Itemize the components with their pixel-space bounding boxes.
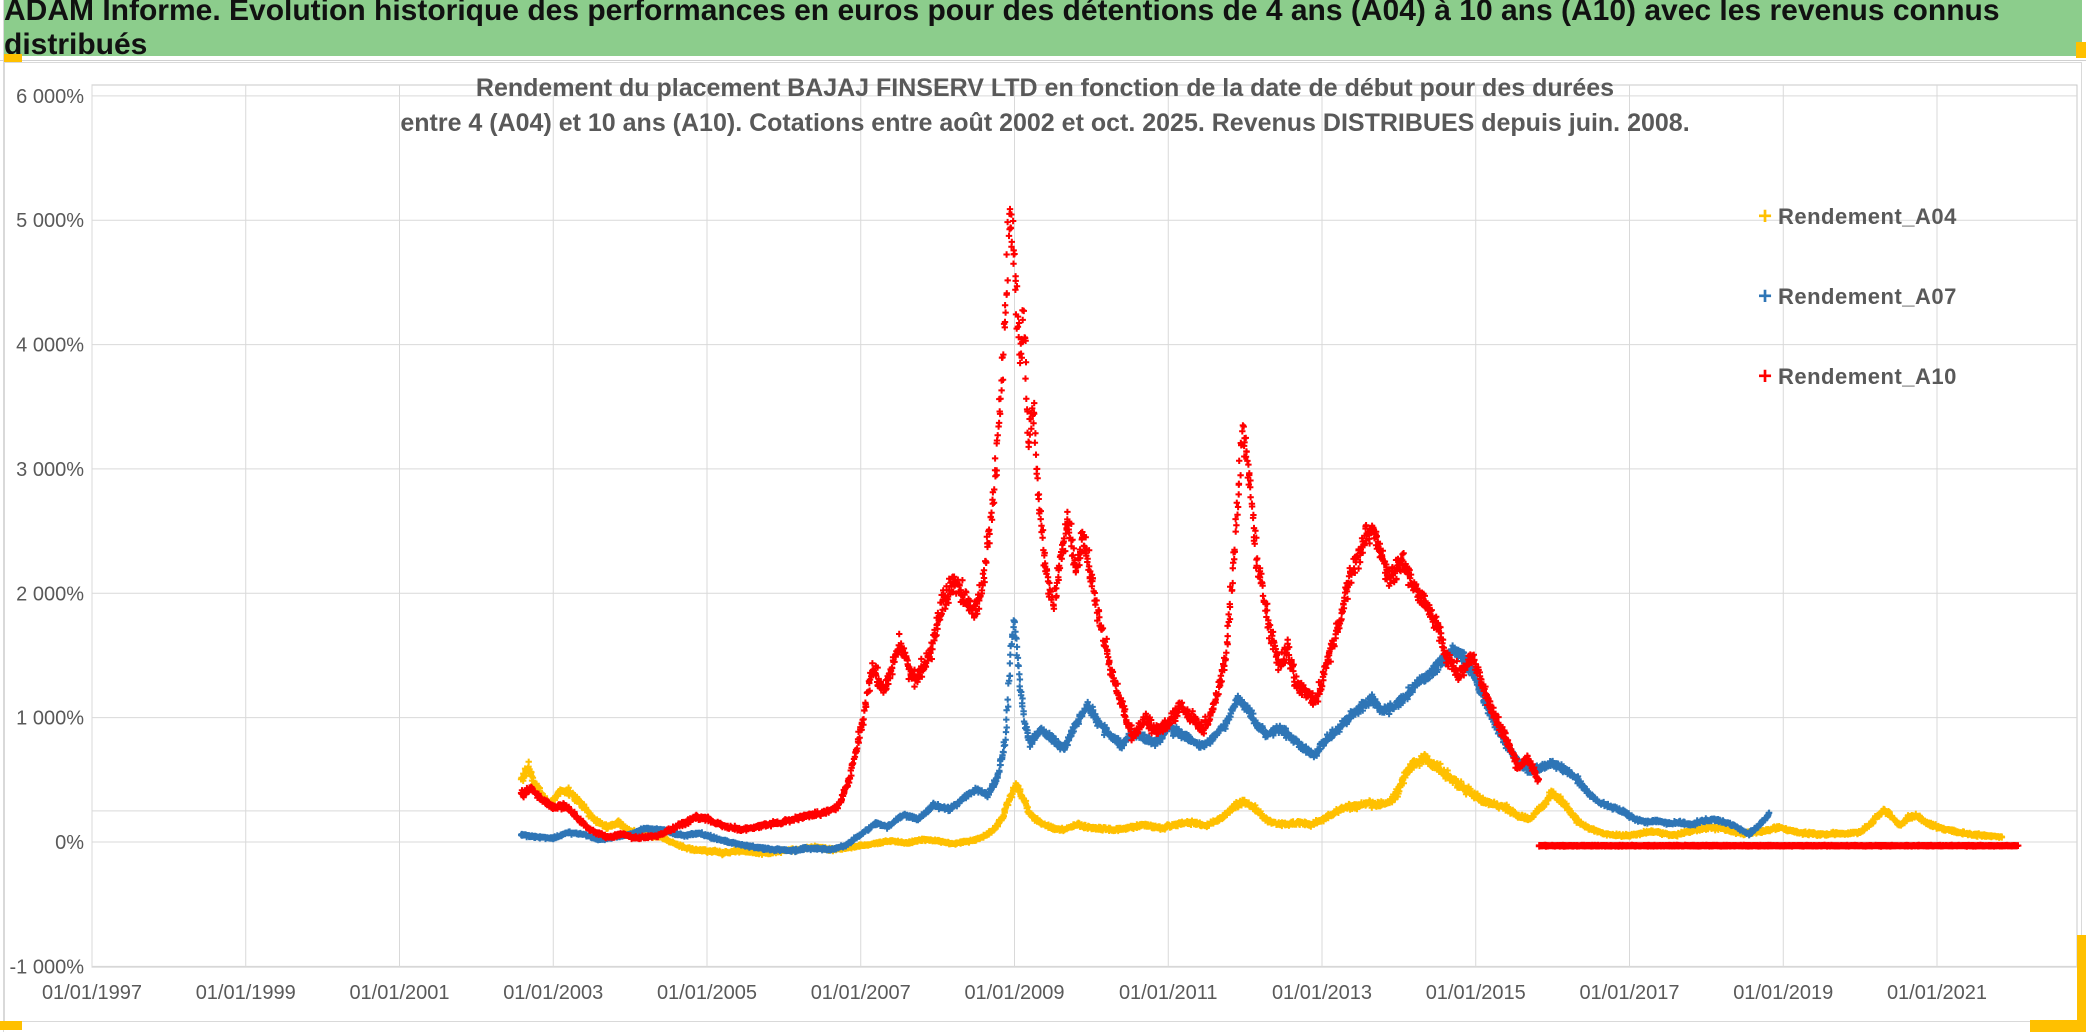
header-title: ADAM Informe. Evolution historique des p… [4, 0, 2000, 61]
gold-accent-top-left [4, 54, 22, 62]
x-axis-label: 01/01/1997 [42, 982, 142, 1004]
chart-title-line1: Rendement du placement BAJAJ FINSERV LTD… [475, 74, 1615, 102]
legend-item-a07[interactable]: + Rendement_A07 [1752, 276, 2012, 318]
x-axis-label: 01/01/2017 [1579, 982, 1679, 1004]
y-axis-label: 4 000% [16, 335, 84, 357]
series-rendement_a10 [517, 205, 1542, 843]
header-banner: ADAM Informe. Evolution historique des p… [4, 0, 2082, 61]
x-axis-label: 01/01/2005 [657, 982, 757, 1004]
y-axis-label: 2 000% [16, 583, 84, 605]
sheet-gridline-horizontal [0, 60, 2086, 61]
series-rendement_a04 [517, 751, 2006, 859]
gold-accent-bottom-strip [2030, 1020, 2086, 1032]
gold-accent-right-strip [2077, 935, 2086, 1032]
gold-accent-bottom-left [0, 1021, 22, 1030]
chart-title-line2: entre 4 (A04) et 10 ans (A10). Cotations… [400, 109, 1690, 137]
x-axis-label: 01/01/2019 [1733, 982, 1833, 1004]
plus-marker-icon: + [1757, 283, 1772, 310]
y-axis-label: 3 000% [16, 459, 84, 481]
gold-accent-top-right [2076, 42, 2086, 58]
legend-item-a10[interactable]: + Rendement_A10 [1752, 356, 2012, 398]
sheet-gridline-vertical [3, 0, 4, 1032]
x-axis-label: 01/01/2001 [349, 982, 449, 1004]
legend-label: Rendement_A04 [1778, 204, 1957, 229]
y-axis-label: 1 000% [16, 708, 84, 730]
legend-item-a04[interactable]: + Rendement_A04 [1752, 196, 2012, 238]
legend: + Rendement_A04 + Rendement_A07 + Rendem… [1752, 196, 2012, 436]
x-axis-label: 01/01/2021 [1887, 982, 1987, 1004]
chart-title: Rendement du placement BAJAJ FINSERV LTD… [92, 71, 1998, 141]
plus-marker-icon: + [1757, 363, 1772, 390]
y-axis-label: -1 000% [10, 956, 85, 978]
x-axis-label: 01/01/2003 [503, 982, 603, 1004]
x-axis-label: 01/01/2011 [1119, 982, 1218, 1004]
y-axis-label: 6 000% [16, 86, 84, 108]
chart-area[interactable] [4, 62, 2082, 1022]
x-axis-label: 01/01/2009 [964, 982, 1064, 1004]
legend-label: Rendement_A07 [1778, 284, 1957, 309]
x-axis-label: 01/01/2013 [1272, 982, 1372, 1004]
y-axis-label: 5 000% [16, 210, 84, 232]
series-rendement_a10-flat-zero-tail [1535, 841, 2022, 850]
x-axis-label: 01/01/2007 [811, 982, 911, 1004]
x-axis-label: 01/01/2015 [1426, 982, 1526, 1004]
x-axis-label: 01/01/1999 [196, 982, 296, 1004]
legend-label: Rendement_A10 [1778, 364, 1957, 389]
y-axis-label: 0% [55, 832, 84, 854]
plus-marker-icon: + [1757, 203, 1772, 230]
